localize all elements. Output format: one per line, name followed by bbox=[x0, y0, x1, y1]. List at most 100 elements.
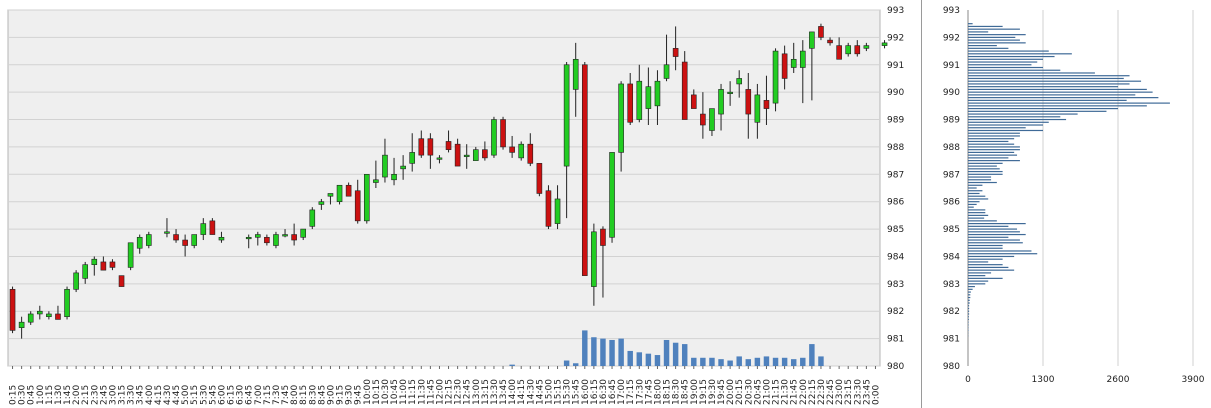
candle-body bbox=[518, 143, 525, 159]
volume-bar bbox=[600, 338, 606, 366]
profile-bar bbox=[968, 110, 1107, 112]
volume-bar bbox=[790, 359, 797, 366]
profile-bar bbox=[968, 277, 1003, 279]
profile-bar bbox=[968, 113, 1078, 115]
candle-body bbox=[363, 174, 370, 222]
profile-bar bbox=[968, 233, 1026, 236]
candle-body bbox=[618, 83, 624, 153]
volume-bar bbox=[745, 359, 752, 366]
candle-body bbox=[881, 42, 888, 46]
x-tick-label: 1:30 bbox=[54, 385, 64, 405]
candle-body bbox=[781, 53, 788, 79]
profile-bar bbox=[968, 269, 1015, 271]
profile-bar bbox=[968, 102, 1170, 104]
profile-bar bbox=[968, 28, 1020, 30]
candle-body bbox=[527, 143, 534, 164]
candle-body bbox=[672, 48, 679, 57]
y-tick-label: 984 bbox=[943, 252, 960, 262]
volume-bar bbox=[700, 357, 706, 366]
profile-bar bbox=[968, 36, 1016, 38]
profile-bar bbox=[968, 291, 971, 293]
x-tick-label: 2:45 bbox=[99, 385, 109, 405]
candle-body bbox=[663, 64, 670, 79]
panel-divider bbox=[921, 0, 922, 408]
candle-body bbox=[209, 220, 216, 235]
profile-bar bbox=[968, 244, 1003, 247]
y-tick-label: 981 bbox=[887, 335, 904, 345]
profile-bar bbox=[968, 121, 1049, 123]
candle-body bbox=[763, 100, 770, 109]
candle-body bbox=[645, 86, 652, 109]
x-tick-label: 22:30 bbox=[817, 379, 827, 405]
profile-bar bbox=[968, 288, 973, 290]
profile-bar bbox=[968, 94, 1136, 96]
profile-bar bbox=[968, 132, 1020, 134]
x-tick-label: 13:45 bbox=[499, 379, 509, 405]
x-tick-label: 1:00 bbox=[36, 385, 46, 405]
volume-bar bbox=[736, 356, 742, 366]
volume-bar bbox=[618, 338, 624, 366]
profile-bar bbox=[968, 307, 970, 310]
profile-bar bbox=[968, 280, 989, 282]
x-tick-label: 16:45 bbox=[608, 379, 618, 405]
candle-body bbox=[64, 289, 70, 318]
x-tick-label: 22:00 bbox=[799, 379, 809, 405]
x-tick-label: 3:00 bbox=[108, 385, 118, 405]
volume-bar bbox=[609, 339, 615, 366]
candle-body bbox=[327, 193, 334, 197]
x-tick-label: 4:45 bbox=[172, 385, 182, 405]
profile-bar bbox=[968, 47, 1009, 49]
y-tick-label: 981 bbox=[943, 335, 960, 345]
y-tick-label: 982 bbox=[887, 307, 904, 317]
candle-body bbox=[291, 234, 297, 241]
profile-bar bbox=[968, 242, 1023, 244]
candle-body bbox=[700, 113, 706, 126]
volume-bar bbox=[763, 356, 770, 366]
x-tick-label: 20:30 bbox=[744, 379, 754, 405]
x-tick-label: 9:00 bbox=[326, 385, 336, 405]
x-tick-label: 9:30 bbox=[345, 385, 355, 405]
candle-body bbox=[509, 146, 515, 153]
profile-bar bbox=[968, 165, 997, 167]
x-tick-label: 4:15 bbox=[154, 385, 164, 405]
y-tick-label: 985 bbox=[887, 225, 904, 235]
profile-bar bbox=[968, 187, 977, 189]
x-tick-label: 12:15 bbox=[445, 379, 455, 405]
profile-bar bbox=[968, 160, 1020, 162]
x-tick-label: 0:00 bbox=[871, 385, 881, 405]
x-tick-label: 12:00 bbox=[435, 379, 445, 405]
candle-body bbox=[863, 45, 870, 49]
profile-bar bbox=[968, 88, 1147, 91]
x-tick-label: 23:45 bbox=[862, 379, 872, 405]
x-tick-label: 14:45 bbox=[535, 379, 545, 405]
profile-bar bbox=[968, 176, 992, 178]
x-tick-label: 23:15 bbox=[844, 379, 854, 405]
profile-bar bbox=[968, 190, 983, 192]
candle-body bbox=[136, 236, 143, 249]
profile-bar bbox=[968, 316, 969, 318]
candle-body bbox=[27, 313, 34, 323]
candle-body bbox=[373, 179, 379, 183]
profile-bar bbox=[968, 140, 1009, 143]
x-tick-label: 11:00 bbox=[399, 379, 409, 405]
profile-bar bbox=[968, 72, 1095, 74]
candle-body bbox=[100, 261, 107, 271]
x-tick-label: 10:45 bbox=[390, 379, 400, 405]
profile-bar bbox=[968, 179, 992, 181]
profile-bar bbox=[968, 154, 1018, 156]
volume-bar bbox=[718, 359, 724, 366]
candle-body bbox=[772, 50, 779, 104]
x-tick-label: 16:15 bbox=[590, 379, 600, 405]
profile-bar bbox=[968, 69, 1061, 71]
x-tick-label: 11:45 bbox=[426, 379, 436, 405]
profile-bar bbox=[968, 138, 1015, 140]
x-tick-label: 21:15 bbox=[772, 379, 782, 405]
profile-bar bbox=[968, 34, 1026, 36]
volume-bar bbox=[781, 357, 788, 366]
profile-bar bbox=[968, 285, 975, 288]
candle-body bbox=[118, 275, 125, 287]
volume-bar bbox=[709, 357, 715, 366]
candle-body bbox=[282, 234, 288, 237]
x-tick-label: 1:15 bbox=[45, 385, 55, 405]
profile-bar bbox=[968, 157, 1009, 159]
